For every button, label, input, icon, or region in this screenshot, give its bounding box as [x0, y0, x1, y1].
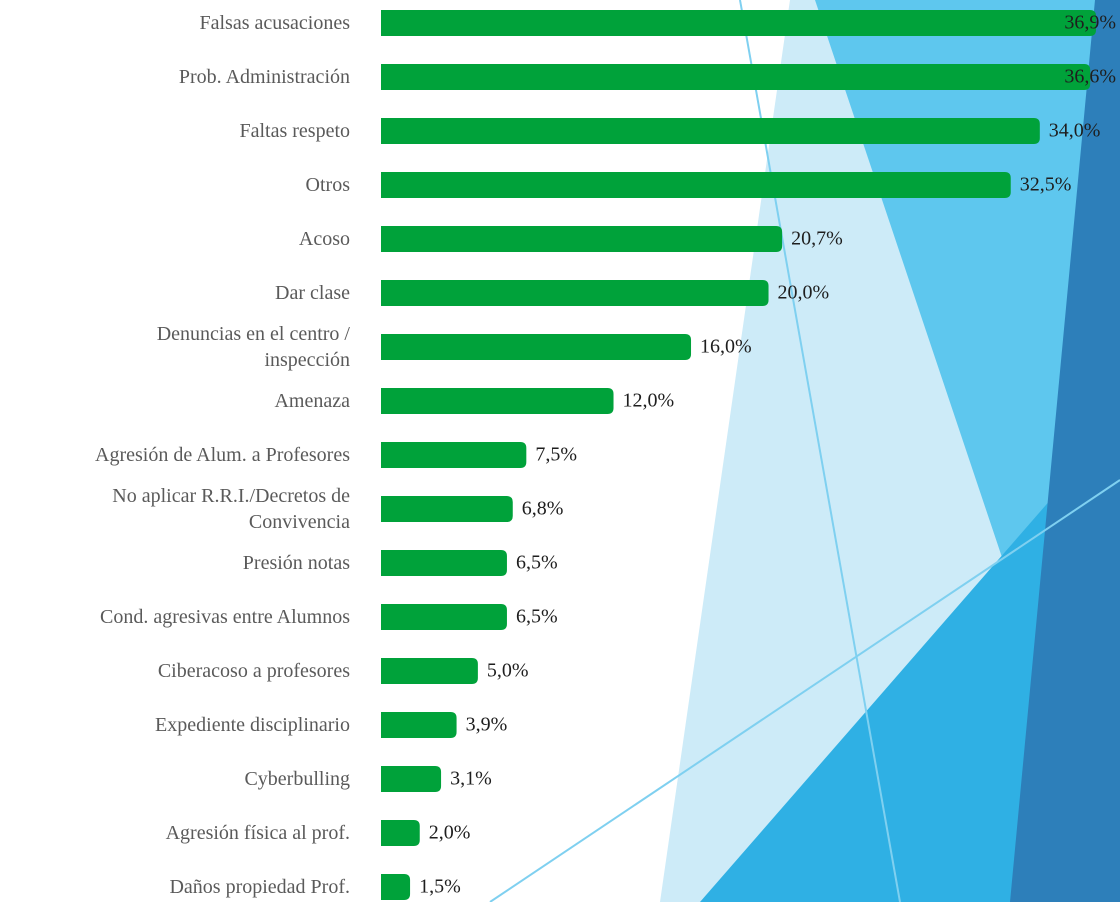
value-label: 36,6%: [1064, 66, 1116, 88]
category-label: Acoso: [0, 226, 350, 252]
value-label: 1,5%: [419, 876, 461, 898]
category-label: Cyberbulling: [0, 766, 350, 792]
bar: [381, 712, 457, 738]
bar: [381, 820, 420, 846]
value-label: 32,5%: [1020, 174, 1072, 196]
bar: [381, 874, 410, 900]
value-label: 36,9%: [1064, 12, 1116, 34]
category-label: Prob. Administración: [0, 64, 350, 90]
bar: [381, 64, 1090, 90]
value-label: 20,0%: [778, 282, 830, 304]
bar: [381, 118, 1040, 144]
bar: [381, 550, 507, 576]
value-label: 20,7%: [791, 228, 843, 250]
bar: [381, 442, 526, 468]
value-label: 6,5%: [516, 552, 558, 574]
category-label: Expediente disciplinario: [0, 712, 350, 738]
bar: [381, 172, 1011, 198]
category-label: Ciberacoso a profesores: [0, 658, 350, 684]
bar: [381, 226, 782, 252]
category-label: No aplicar R.R.I./Decretos de Convivenci…: [0, 483, 350, 535]
bar: [381, 388, 614, 414]
value-label: 6,8%: [522, 498, 564, 520]
bar: [381, 604, 507, 630]
category-label: Otros: [0, 172, 350, 198]
bar: [381, 658, 478, 684]
bar: [381, 496, 513, 522]
category-label: Amenaza: [0, 388, 350, 414]
category-label: Presión notas: [0, 550, 350, 576]
slide: 36,9% 36,6% 34,0% 32,5% 20,7% 20,0% 16,0% 12,0%…: [0, 0, 1120, 902]
value-label: 3,9%: [466, 714, 508, 736]
category-label: Cond. agresivas entre Alumnos: [0, 604, 350, 630]
value-label: 3,1%: [450, 768, 492, 790]
value-label: 16,0%: [700, 336, 752, 358]
category-label: Dar clase: [0, 280, 350, 306]
value-label: 5,0%: [487, 660, 529, 682]
category-label: Falsas acusaciones: [0, 10, 350, 36]
bar: [381, 334, 691, 360]
value-label: 12,0%: [623, 390, 675, 412]
category-label: Faltas respeto: [0, 118, 350, 144]
value-label: 34,0%: [1049, 120, 1101, 142]
value-label: 6,5%: [516, 606, 558, 628]
category-label: Denuncias en el centro / inspección: [0, 321, 350, 373]
value-label: 2,0%: [429, 822, 471, 844]
bar: [381, 766, 441, 792]
bar: [381, 280, 769, 306]
category-label: Agresión física al prof.: [0, 820, 350, 846]
value-label: 7,5%: [535, 444, 577, 466]
bar: [381, 10, 1096, 36]
category-label: Agresión de Alum. a Profesores: [0, 442, 350, 468]
category-label: Daños propiedad Prof.: [0, 874, 350, 900]
